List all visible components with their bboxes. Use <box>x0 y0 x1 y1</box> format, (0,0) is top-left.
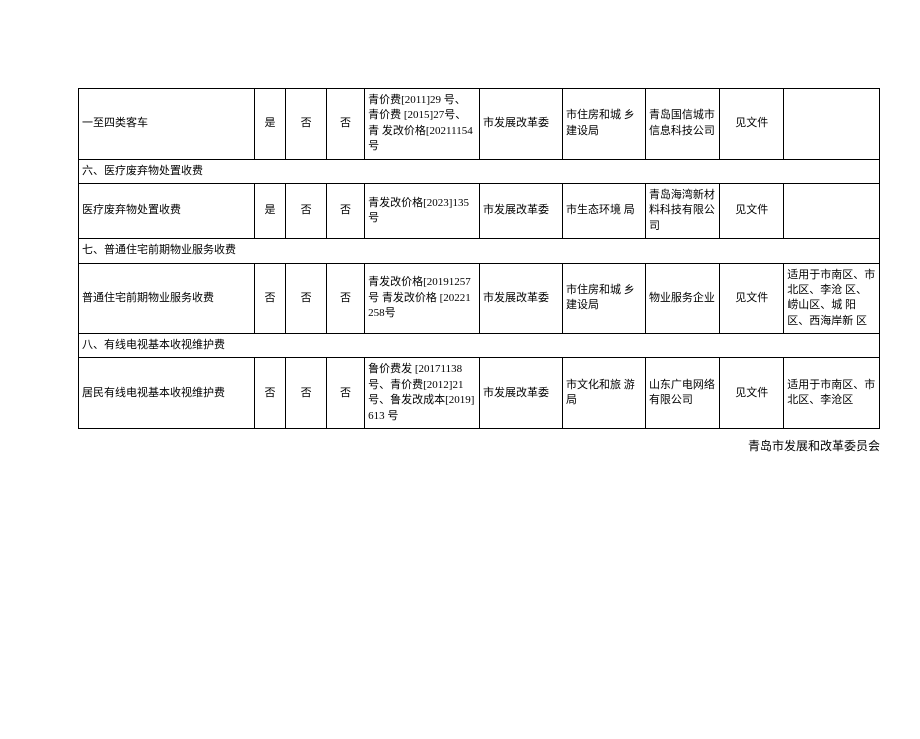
cell-note: 适用于市南区、市北区、李沧区 <box>784 358 880 429</box>
cell-c9: 见文件 <box>720 263 784 334</box>
cell-agency3: 山东广电网络有限公司 <box>645 358 719 429</box>
section-title: 七、普通住宅前期物业服务收费 <box>79 239 880 263</box>
cell-doc: 青发改价格[2023]135 号 <box>365 183 480 238</box>
cell-c2: 否 <box>254 358 286 429</box>
cell-agency1: 市发展改革委 <box>480 263 563 334</box>
cell-c9: 见文件 <box>720 358 784 429</box>
cell-agency2: 市文化和旅 游局 <box>562 358 645 429</box>
cell-c4: 否 <box>326 263 364 334</box>
cell-c2: 是 <box>254 183 286 238</box>
table-row: 医疗废弃物处置收费 是 否 否 青发改价格[2023]135 号 市发展改革委 … <box>79 183 880 238</box>
cell-agency2: 市住房和城 乡建设局 <box>562 263 645 334</box>
cell-agency3: 青岛国信城市信息科技公司 <box>645 89 719 160</box>
section-header-6: 六、医疗废弃物处置收费 <box>79 159 880 183</box>
cell-c2: 是 <box>254 89 286 160</box>
cell-doc: 青价费[2011]29 号、青价费 [2015]27号、青 发改价格[20211… <box>365 89 480 160</box>
cell-agency3: 青岛海湾新材料科技有限公司 <box>645 183 719 238</box>
cell-c9: 见文件 <box>720 183 784 238</box>
cell-note <box>784 183 880 238</box>
cell-doc: 青发改价格[20191257 号 青发改价格 [20221258号 <box>365 263 480 334</box>
cell-c3: 否 <box>286 89 326 160</box>
section-header-8: 八、有线电视基本收视维护费 <box>79 334 880 358</box>
cell-agency1: 市发展改革委 <box>480 358 563 429</box>
cell-item: 普通住宅前期物业服务收费 <box>79 263 255 334</box>
cell-agency2: 市住房和城 乡建设局 <box>562 89 645 160</box>
section-header-7: 七、普通住宅前期物业服务收费 <box>79 239 880 263</box>
section-title: 六、医疗废弃物处置收费 <box>79 159 880 183</box>
cell-c4: 否 <box>326 89 364 160</box>
section-title: 八、有线电视基本收视维护费 <box>79 334 880 358</box>
cell-doc: 鲁价费发 [20171138 号、青价费[2012]21 号、鲁发改成本[201… <box>365 358 480 429</box>
cell-agency1: 市发展改革委 <box>480 183 563 238</box>
cell-c4: 否 <box>326 183 364 238</box>
cell-c9: 见文件 <box>720 89 784 160</box>
cell-c2: 否 <box>254 263 286 334</box>
footer-text: 青岛市发展和改革委员会 <box>0 437 880 454</box>
cell-note <box>784 89 880 160</box>
cell-agency3: 物业服务企业 <box>645 263 719 334</box>
cell-c3: 否 <box>286 183 326 238</box>
cell-c3: 否 <box>286 263 326 334</box>
fee-table: 一至四类客车 是 否 否 青价费[2011]29 号、青价费 [2015]27号… <box>78 88 880 429</box>
table-container: 一至四类客车 是 否 否 青价费[2011]29 号、青价费 [2015]27号… <box>78 88 880 429</box>
cell-item: 医疗废弃物处置收费 <box>79 183 255 238</box>
cell-note: 适用于市南区、市北区、李沧 区、崂山区、城 阳区、西海岸新 区 <box>784 263 880 334</box>
cell-c3: 否 <box>286 358 326 429</box>
table-row: 一至四类客车 是 否 否 青价费[2011]29 号、青价费 [2015]27号… <box>79 89 880 160</box>
table-row: 普通住宅前期物业服务收费 否 否 否 青发改价格[20191257 号 青发改价… <box>79 263 880 334</box>
cell-agency2: 市生态环境 局 <box>562 183 645 238</box>
cell-c4: 否 <box>326 358 364 429</box>
cell-item: 一至四类客车 <box>79 89 255 160</box>
table-row: 居民有线电视基本收视维护费 否 否 否 鲁价费发 [20171138 号、青价费… <box>79 358 880 429</box>
cell-item: 居民有线电视基本收视维护费 <box>79 358 255 429</box>
cell-agency1: 市发展改革委 <box>480 89 563 160</box>
